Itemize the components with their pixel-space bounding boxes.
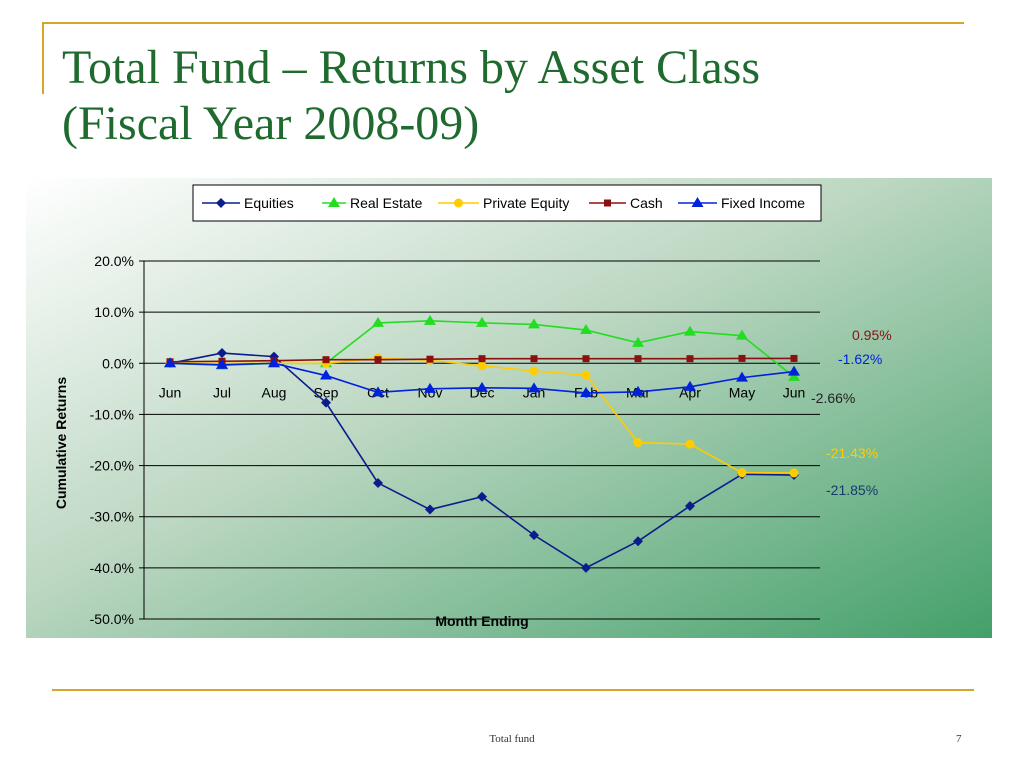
y-tick-label: -30.0% [90, 509, 134, 525]
legend-label-cash: Cash [630, 195, 663, 211]
legend-marker-equities [216, 198, 226, 208]
x-tick-label: Jul [213, 384, 231, 400]
y-tick-label: -20.0% [90, 458, 134, 474]
point-cash [426, 355, 434, 363]
point-equities [373, 477, 383, 488]
point-cash [478, 355, 486, 363]
y-axis-title: Cumulative Returns [53, 377, 69, 509]
point-real-estate [476, 316, 488, 327]
end-label-private-equity: -21.43% [826, 445, 878, 461]
end-label-fixed-income: -1.62% [838, 351, 882, 367]
point-equities [581, 562, 591, 573]
x-axis-title: Month Ending [435, 613, 528, 629]
point-real-estate [632, 336, 644, 347]
frame-vertical-accent [42, 22, 44, 94]
y-tick-label: -10.0% [90, 406, 134, 422]
chart-area: 20.0% 10.0% 0.0% -10.0% -20.0% -30.0% -40.0% -5… [26, 178, 992, 638]
point-cash [582, 355, 590, 363]
point-fixed-income [320, 369, 332, 380]
point-private-equity [633, 438, 643, 448]
point-fixed-income [684, 380, 696, 391]
legend-item-cash: Cash [589, 195, 663, 211]
x-tick-label: Jun [159, 384, 182, 400]
footer-text: Total fund [489, 733, 535, 745]
slide-title-line2: (Fiscal Year 2008-09) [62, 97, 480, 150]
legend-label-equities: Equities [244, 195, 294, 211]
x-tick-label: May [729, 384, 755, 400]
x-tick-label: Apr [679, 384, 701, 400]
x-tick-label: Jun [783, 384, 806, 400]
end-label-real-estate: -2.66% [811, 390, 855, 406]
point-equities [633, 536, 643, 547]
point-private-equity [477, 361, 487, 371]
legend-item-real-estate: Real Estate [322, 195, 423, 211]
point-real-estate [736, 329, 748, 340]
y-tick-label: 20.0% [94, 253, 134, 269]
point-equities [217, 348, 227, 359]
point-fixed-income [736, 371, 748, 382]
point-private-equity [789, 468, 799, 478]
point-cash [530, 355, 538, 363]
legend: Equities Real Estate Private Equity Cash Fix… [192, 184, 822, 222]
end-label-cash: 0.95% [852, 327, 892, 343]
point-cash [790, 354, 798, 362]
point-fixed-income [476, 381, 488, 392]
point-real-estate [372, 316, 384, 327]
y-tick-label: 0.0% [102, 355, 134, 371]
label-layer: -21.85% -2.66% -21.43% 0.95% -1.62% [811, 327, 892, 498]
frame-bottom-rule [52, 689, 974, 691]
series-fixed-income [164, 357, 800, 397]
slide-title: Total Fund – Returns by Asset Class (Fis… [62, 40, 760, 152]
point-cash [686, 355, 694, 363]
point-fixed-income [268, 357, 280, 368]
returns-line-chart: 20.0% 10.0% 0.0% -10.0% -20.0% -30.0% -40.0% -5… [26, 178, 992, 638]
point-equities [425, 504, 435, 515]
legend-item-equities: Equities [202, 195, 294, 211]
legend-item-fixed-income: Fixed Income [678, 195, 805, 211]
end-label-equities: -21.85% [826, 482, 878, 498]
point-fixed-income [216, 358, 228, 369]
legend-item-private-equity: Private Equity [438, 195, 569, 211]
point-real-estate [580, 324, 592, 335]
point-equities [685, 500, 695, 511]
legend-marker-real-estate [328, 197, 340, 207]
point-fixed-income [424, 382, 436, 393]
legend-marker-fixed-income [691, 197, 704, 207]
point-real-estate [424, 314, 436, 325]
point-private-equity [529, 366, 539, 376]
legend-label-fixed-income: Fixed Income [721, 195, 805, 211]
frame-top-rule [42, 22, 964, 24]
point-cash [374, 356, 382, 364]
point-equities [321, 397, 331, 408]
point-fixed-income [528, 382, 540, 393]
point-private-equity [737, 468, 747, 478]
point-private-equity [685, 439, 695, 449]
point-real-estate [528, 318, 540, 329]
point-private-equity [581, 370, 591, 380]
point-real-estate [788, 370, 800, 381]
page-number: 7 [956, 733, 962, 745]
y-tick-label: -40.0% [90, 560, 134, 576]
point-real-estate [684, 325, 696, 336]
point-fixed-income [632, 385, 644, 396]
legend-label-real-estate: Real Estate [350, 195, 423, 211]
point-cash [634, 355, 642, 363]
legend-label-private-equity: Private Equity [483, 195, 569, 211]
legend-marker-cash [604, 199, 611, 207]
slide-title-line1: Total Fund – Returns by Asset Class [62, 41, 760, 94]
point-equities [477, 491, 487, 502]
point-cash [322, 356, 330, 364]
legend-marker-private-equity [454, 198, 463, 208]
point-equities [529, 530, 539, 541]
y-tick-label: 10.0% [94, 304, 134, 320]
series-layer [164, 314, 800, 573]
point-fixed-income [164, 357, 176, 368]
point-cash [738, 354, 746, 362]
chart-background [26, 178, 992, 638]
point-fixed-income [580, 386, 592, 397]
point-fixed-income [788, 365, 800, 376]
point-fixed-income [372, 386, 384, 397]
x-tick-label: Aug [262, 384, 287, 400]
y-tick-label: -50.0% [90, 611, 134, 627]
